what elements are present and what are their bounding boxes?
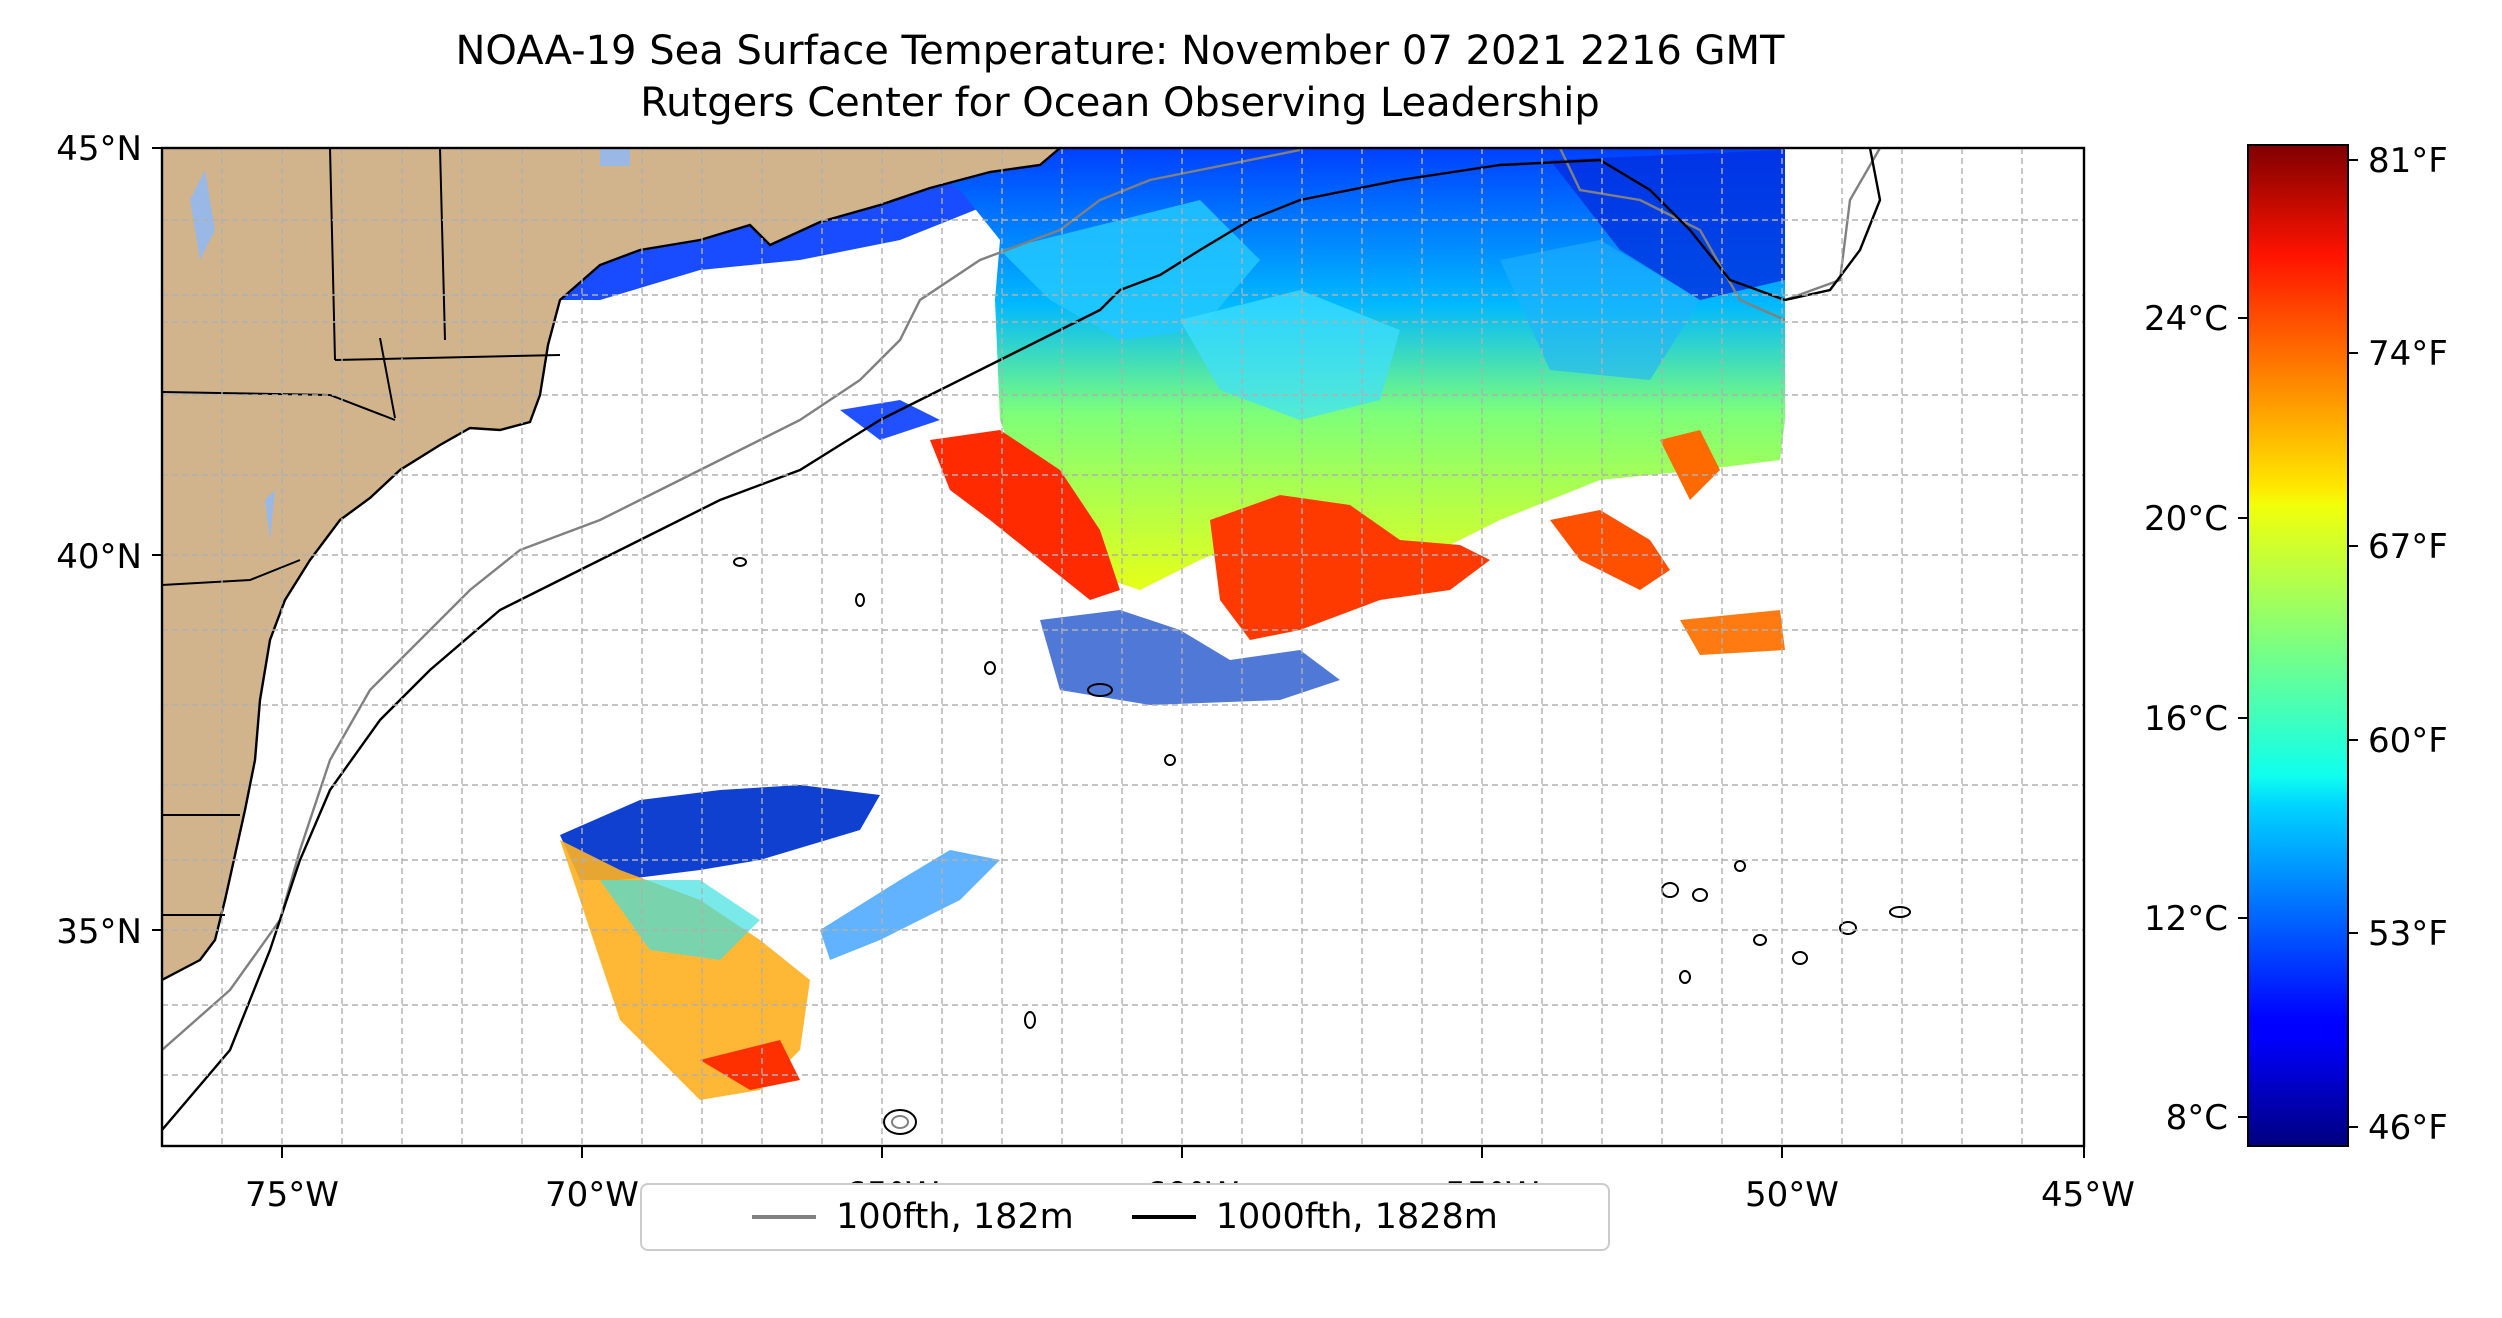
legend-item-100fth: 100fth, 182m	[752, 1197, 1074, 1237]
colorbar-f-label-53: 53°F	[2368, 914, 2448, 954]
colorbar-c-label-12: 12°C	[2144, 899, 2228, 939]
colorbar-f-label-67: 67°F	[2368, 527, 2448, 567]
lon-label-75: 75°W	[245, 1175, 339, 1215]
lat-label-35: 35°N	[56, 912, 142, 952]
colorbar-c-label-16: 16°C	[2144, 699, 2228, 739]
colorbar-f-label-81: 81°F	[2368, 141, 2448, 181]
colorbar-f-label-74: 74°F	[2368, 334, 2448, 374]
colorbar-f-label-46: 46°F	[2368, 1108, 2448, 1148]
map-area	[162, 148, 2084, 1146]
lon-label-45: 45°W	[2041, 1175, 2135, 1215]
colorbar-c-label-24: 24°C	[2144, 299, 2228, 339]
colorbar	[2247, 144, 2349, 1147]
colorbar-c-label-20: 20°C	[2144, 499, 2228, 539]
colorbar-ticks	[2238, 159, 2358, 1128]
lat-label-40: 40°N	[56, 537, 142, 577]
lon-label-70: 70°W	[545, 1175, 639, 1215]
legend-label-1000fth: 1000fth, 1828m	[1215, 1197, 1498, 1237]
map-title: NOAA-19 Sea Surface Temperature: Novembe…	[455, 28, 1785, 74]
map-frame	[160, 146, 2086, 1148]
map-subtitle: Rutgers Center for Ocean Observing Leade…	[640, 80, 1600, 126]
legend-label-100fth: 100fth, 182m	[836, 1197, 1074, 1237]
colorbar-c-label-8: 8°C	[2166, 1098, 2228, 1138]
legend-line-black	[1131, 1215, 1196, 1219]
colorbar-f-label-60: 60°F	[2368, 721, 2448, 761]
state-borders	[162, 148, 561, 916]
legend-line-grey	[752, 1215, 817, 1219]
contour-100fth	[162, 148, 1882, 1051]
legend-item-1000fth: 1000fth, 1828m	[1131, 1197, 1498, 1237]
lat-label-45: 45°N	[56, 129, 142, 169]
axis-ticks	[152, 147, 2085, 1158]
coastline	[162, 148, 1061, 982]
contour-1000fth	[162, 148, 1882, 1131]
gridlines	[162, 148, 2084, 1146]
seamount-contours	[733, 557, 1911, 1135]
contour-legend: 100fth, 182m 1000fth, 1828m	[640, 1183, 1610, 1251]
lon-label-50: 50°W	[1745, 1175, 1839, 1215]
land-layer	[162, 148, 1060, 980]
